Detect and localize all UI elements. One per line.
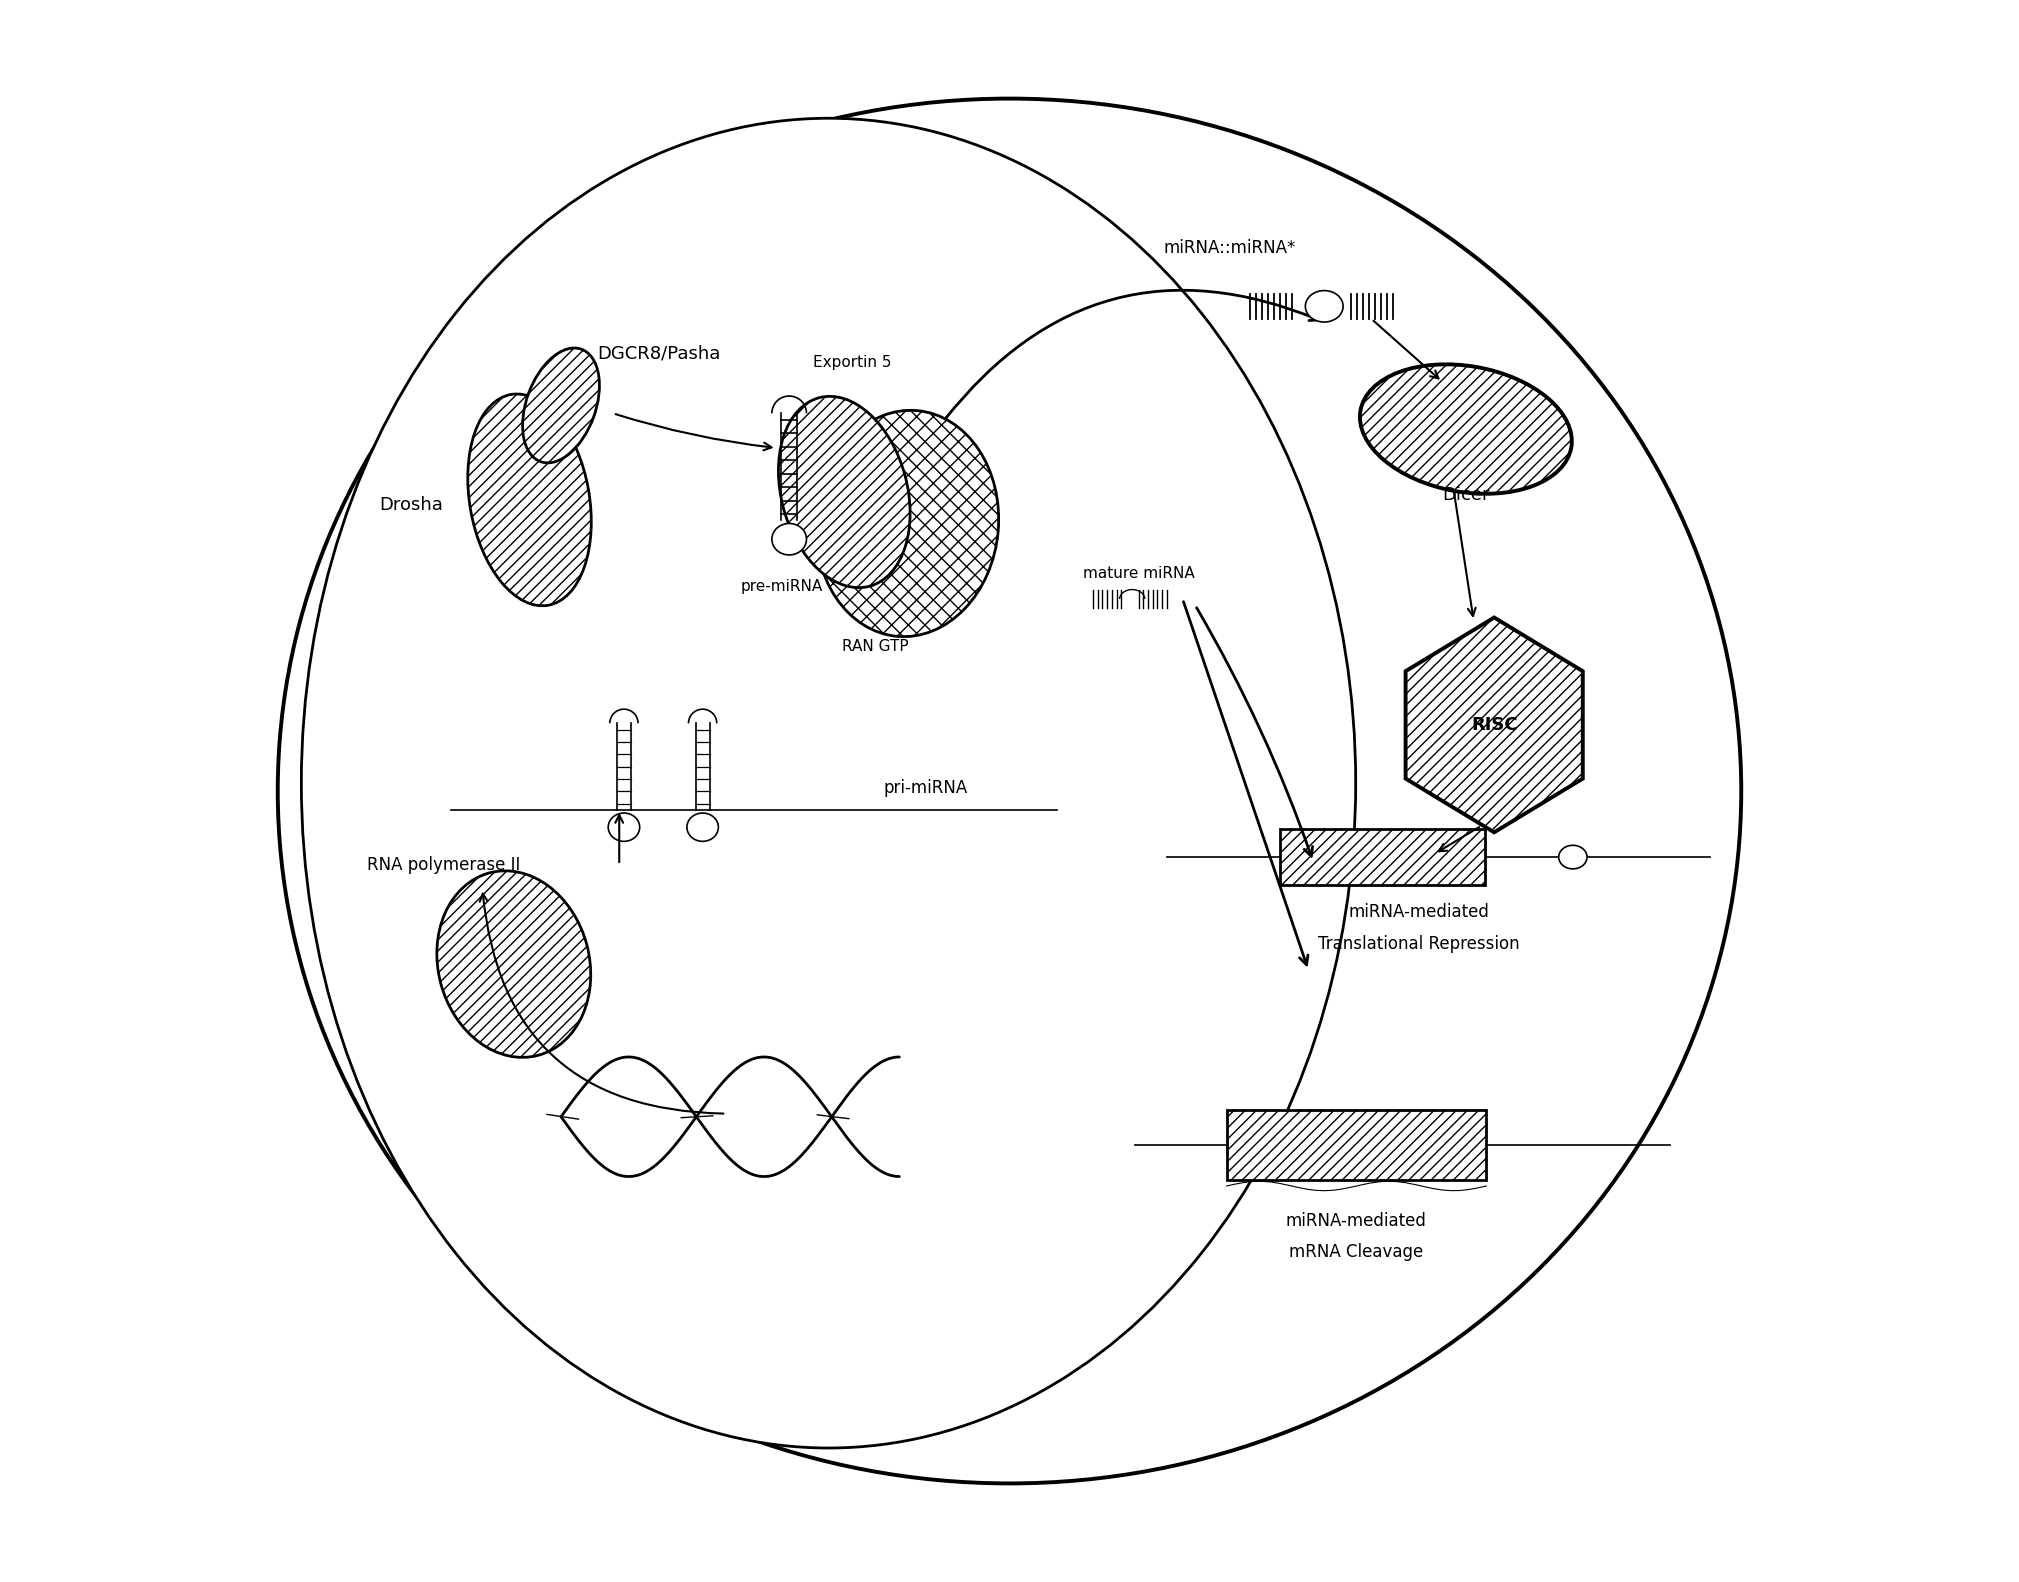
Ellipse shape — [468, 394, 592, 606]
Ellipse shape — [816, 410, 999, 636]
Text: mRNA Cleavage: mRNA Cleavage — [1288, 1243, 1423, 1261]
Text: pre-miRNA: pre-miRNA — [741, 579, 822, 593]
Text: Translational Repression: Translational Repression — [1318, 935, 1520, 952]
Text: DGCR8/Pasha: DGCR8/Pasha — [598, 345, 721, 362]
Text: mature miRNA: mature miRNA — [1082, 566, 1195, 581]
Ellipse shape — [608, 813, 640, 842]
Ellipse shape — [301, 119, 1355, 1448]
Text: RNA polymerase II: RNA polymerase II — [367, 856, 521, 873]
Ellipse shape — [771, 524, 806, 555]
Ellipse shape — [1361, 364, 1573, 494]
Text: Dicer: Dicer — [1442, 486, 1490, 505]
Text: miRNA::miRNA*: miRNA::miRNA* — [1163, 239, 1296, 258]
Bar — [1228, 1111, 1486, 1180]
Polygon shape — [1405, 617, 1583, 832]
Text: RAN GTP: RAN GTP — [842, 639, 909, 653]
Text: miRNA-mediated: miRNA-mediated — [1286, 1212, 1425, 1229]
Ellipse shape — [436, 870, 592, 1057]
Text: RISC: RISC — [1472, 717, 1518, 734]
Text: Drosha: Drosha — [380, 495, 442, 514]
Text: Exportin 5: Exportin 5 — [814, 356, 890, 370]
Ellipse shape — [1559, 845, 1587, 869]
Text: pri-miRNA: pri-miRNA — [884, 778, 967, 797]
Ellipse shape — [523, 348, 600, 464]
Ellipse shape — [279, 98, 1740, 1484]
Ellipse shape — [779, 397, 911, 587]
Bar — [1280, 829, 1484, 886]
Ellipse shape — [686, 813, 719, 842]
Ellipse shape — [1306, 291, 1343, 323]
Text: miRNA-mediated: miRNA-mediated — [1349, 903, 1490, 921]
